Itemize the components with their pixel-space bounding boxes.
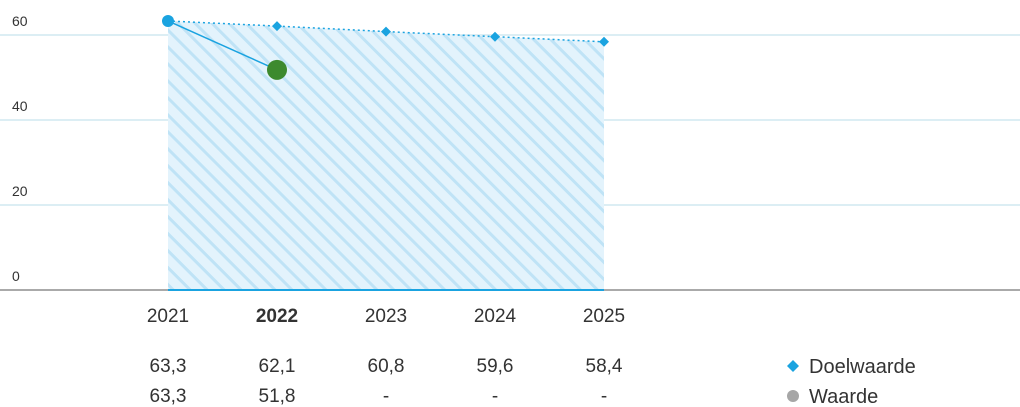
x-tick-label-2024: 2024 [474,306,517,327]
legend-label-waarde: Waarde [809,386,878,407]
table-cell-waarde-2021: 63,3 [150,386,187,407]
table-cell-waarde-2025: - [601,386,607,407]
y-tick-label-60: 60 [12,13,28,29]
x-tick-label-2023: 2023 [365,306,407,327]
x-tick-label-2025: 2025 [583,306,625,327]
x-tick-label-2022: 2022 [256,306,298,327]
point-doelwaarde-2023 [381,26,391,37]
point-doelwaarde-2024 [490,31,500,42]
legend-label-doelwaarde: Doelwaarde [809,356,916,378]
legend-diamond-icon [787,360,799,372]
point-waarde-2022 [267,59,287,80]
table-cell-doelwaarde-2024: 59,6 [477,356,514,377]
table-cell-waarde-2022: 51,8 [259,386,296,407]
y-tick-label-40: 40 [12,98,28,114]
y-tick-label-20: 20 [12,183,28,199]
table-cell-doelwaarde-2023: 60,8 [368,356,405,377]
table-cell-waarde-2023: - [383,386,389,407]
table-cell-doelwaarde-2025: 58,4 [586,356,623,377]
y-tick-label-0: 0 [12,268,20,284]
point-doelwaarde-2025 [599,36,609,47]
table-cell-waarde-2024: - [492,386,498,407]
table-cell-doelwaarde-2022: 62,1 [259,356,296,377]
target-area [168,20,604,290]
point-doelwaarde-2021 [162,14,174,27]
series-line-waarde [167,20,278,71]
point-doelwaarde-2022 [272,21,282,32]
table-cell-doelwaarde-2021: 63,3 [150,356,187,377]
x-tick-label-2021: 2021 [147,306,189,327]
legend-circle-icon [787,390,799,402]
